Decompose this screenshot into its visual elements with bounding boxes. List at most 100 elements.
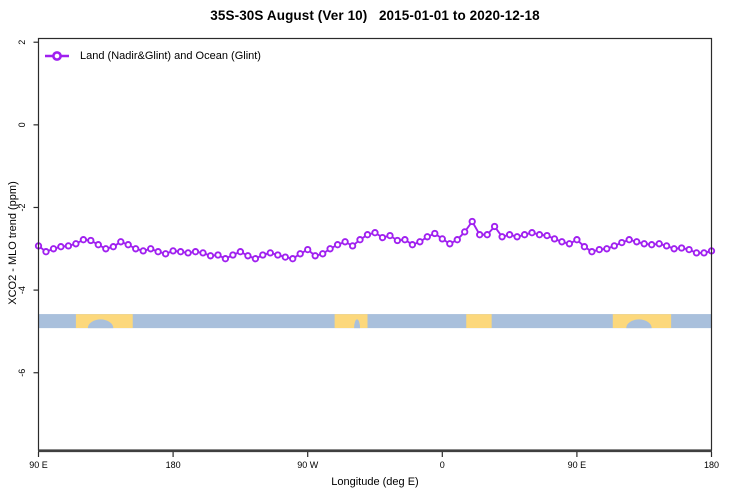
legend-label: Land (Nadir&Glint) and Ocean (Glint) <box>80 50 261 62</box>
data-point <box>184 249 192 257</box>
data-point <box>79 236 88 244</box>
data-point <box>386 231 394 240</box>
y-axis-title: XCO2 - MLO trend (ppm) <box>7 181 19 305</box>
band-land-segment <box>334 314 368 329</box>
data-point <box>670 245 678 253</box>
data-point <box>124 241 132 249</box>
band-land-segment <box>466 314 492 329</box>
data-point <box>498 233 506 241</box>
data-point <box>378 233 387 242</box>
data-point <box>147 245 155 253</box>
legend: Land (Nadir&Glint) and Ocean (Glint) <box>44 48 261 64</box>
data-point <box>289 255 297 263</box>
data-point <box>610 242 618 250</box>
data-point <box>588 248 596 256</box>
data-point <box>236 248 245 256</box>
data-point <box>595 245 603 254</box>
data-point <box>528 229 536 237</box>
data-point <box>461 228 469 236</box>
y-tick-label: 2 <box>17 40 27 45</box>
data-point <box>648 241 656 249</box>
data-point <box>139 247 147 255</box>
data-point <box>520 231 529 239</box>
data-point <box>625 236 633 244</box>
data-point <box>132 245 140 253</box>
data-point <box>102 245 110 253</box>
band-ocean-notch <box>87 319 114 329</box>
data-point <box>341 238 349 246</box>
data-point <box>296 250 304 258</box>
data-point <box>483 231 491 239</box>
band-ocean-notch <box>354 319 361 329</box>
data-point <box>161 250 170 258</box>
x-tick-label: 180 <box>166 460 181 470</box>
data-point <box>692 249 701 257</box>
data-point <box>700 249 708 257</box>
data-point <box>274 251 282 259</box>
y-tick-label: 0 <box>17 122 27 127</box>
data-point <box>431 229 439 238</box>
data-point <box>363 231 372 239</box>
data-point <box>333 241 342 249</box>
data-point <box>154 248 162 256</box>
data-point <box>94 241 102 249</box>
y-tick-label: -6 <box>17 369 27 377</box>
data-point <box>408 241 417 249</box>
data-point <box>214 251 222 259</box>
x-tick-label: 0 <box>440 460 445 470</box>
data-point <box>685 245 693 254</box>
data-point <box>326 245 334 253</box>
data-point <box>72 240 80 248</box>
data-point <box>371 229 379 237</box>
data-point <box>580 243 589 251</box>
y-tick-label: -4 <box>17 286 27 294</box>
data-point <box>423 233 431 241</box>
data-point <box>565 240 574 248</box>
data-point <box>655 240 663 248</box>
data-point <box>446 240 454 248</box>
data-point <box>476 231 484 239</box>
data-point <box>535 231 544 239</box>
y-tick-label: -2 <box>17 203 27 211</box>
data-point <box>603 245 611 253</box>
data-point <box>640 240 648 248</box>
data-point <box>319 250 327 258</box>
data-point <box>281 253 289 261</box>
data-point <box>311 252 319 260</box>
data-point <box>42 248 50 256</box>
data-point <box>633 238 641 246</box>
chart-title: 35S-30S August (Ver 10) 2015-01-01 to 20… <box>210 8 540 23</box>
data-point <box>416 238 424 246</box>
data-point <box>87 236 95 245</box>
data-point <box>266 249 274 257</box>
data-point <box>244 252 252 260</box>
data-point <box>490 222 499 231</box>
data-point <box>251 255 260 263</box>
data-point <box>199 249 207 257</box>
data-point <box>401 236 409 244</box>
x-tick-label: 90 W <box>297 460 319 470</box>
data-point <box>513 233 521 241</box>
data-point <box>109 243 117 251</box>
x-tick-label: 90 E <box>29 460 48 470</box>
data-point <box>49 245 58 253</box>
data-point <box>117 238 125 246</box>
data-point <box>304 245 312 254</box>
data-point <box>438 235 446 243</box>
data-point <box>64 242 73 250</box>
data-point <box>259 251 267 259</box>
data-point <box>348 242 357 250</box>
data-point <box>573 236 581 244</box>
data-point <box>558 238 566 246</box>
data-polyline <box>37 219 712 260</box>
data-point <box>191 248 200 256</box>
band-ocean <box>38 314 712 329</box>
data-point <box>505 231 514 239</box>
data-point <box>662 242 671 250</box>
data-point <box>229 251 237 259</box>
data-point <box>677 244 686 252</box>
data-point <box>176 248 185 256</box>
data-point <box>206 252 215 260</box>
band-ocean-notch <box>626 319 652 329</box>
data-point <box>468 217 476 226</box>
